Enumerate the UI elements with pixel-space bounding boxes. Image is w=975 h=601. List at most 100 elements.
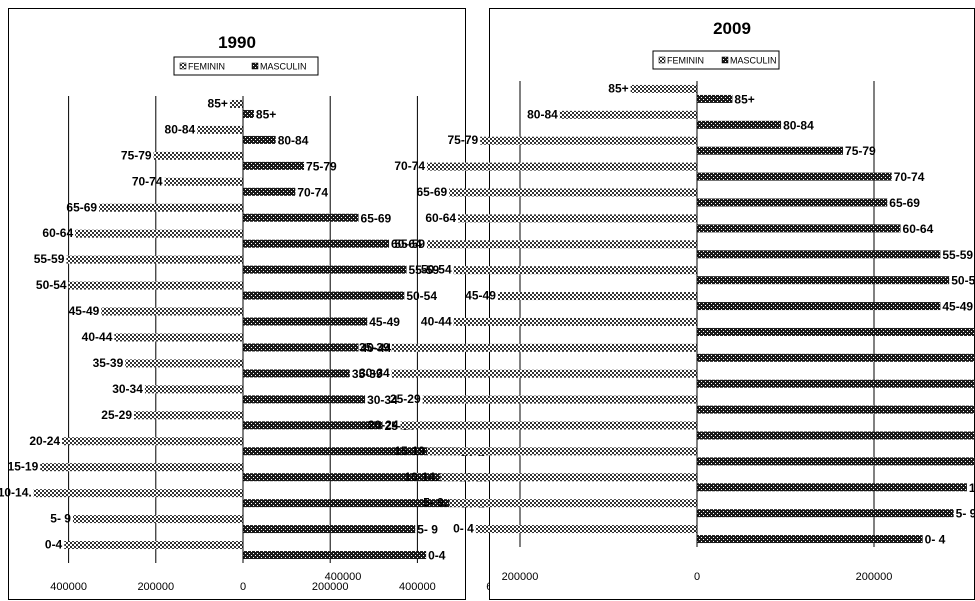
bar-label-masculin: 45-49 <box>369 315 400 329</box>
bar-feminin-11 <box>66 255 243 264</box>
bar-label-feminin: 30-34 <box>112 382 143 396</box>
bar-masculin-1 <box>243 525 416 534</box>
bar-feminin-4 <box>62 437 244 446</box>
bar-label-masculin: 80-84 <box>783 118 814 132</box>
bar-feminin-14 <box>427 162 697 171</box>
bar-label-feminin: 75-79 <box>447 133 478 147</box>
bar-label-masculin: 60-64 <box>903 222 934 236</box>
bar-masculin-10 <box>697 276 950 285</box>
bar-feminin-15 <box>480 136 697 145</box>
bar-label-masculin: 30-34 <box>367 393 398 407</box>
legend-label-feminin: FEMININ <box>188 62 225 72</box>
bar-feminin-0 <box>475 525 697 534</box>
bar-feminin-7 <box>125 359 243 368</box>
x-tick-label: 200000 <box>312 581 349 593</box>
bar-masculin-17 <box>243 109 254 118</box>
bar-label-feminin: 0- 4 <box>453 522 474 536</box>
bar-masculin-16 <box>243 135 276 144</box>
bar-label-feminin: 30-34 <box>359 366 390 380</box>
bar-label-feminin: 0-4 <box>45 538 63 552</box>
bar-label-masculin: 0- 4 <box>925 533 946 547</box>
bar-feminin-17 <box>229 99 243 108</box>
bar-masculin-0 <box>243 551 427 560</box>
bar-masculin-8 <box>697 327 975 336</box>
bar-masculin-11 <box>243 265 407 274</box>
chart-title: 1990 <box>218 33 256 52</box>
bar-label-feminin: 50-54 <box>36 278 67 292</box>
bar-label-masculin: 40-44 <box>361 341 392 355</box>
bar-label-feminin: 55-59 <box>34 252 65 266</box>
bar-masculin-15 <box>243 161 305 170</box>
x-tick-label: 200000 <box>856 571 893 583</box>
bar-masculin-14 <box>697 172 892 181</box>
bar-label-feminin: 75-79 <box>121 148 152 162</box>
bar-label-feminin: 80-84 <box>527 107 558 121</box>
bar-label-feminin: 40-44 <box>82 330 113 344</box>
bar-feminin-5 <box>134 411 243 420</box>
bar-feminin-10 <box>453 266 697 275</box>
bar-label-masculin: 10-14. <box>969 481 975 495</box>
bar-masculin-3 <box>697 457 975 466</box>
pyramid-panel-2009: 40000020000002000004000006000002009FEMIN… <box>325 8 975 600</box>
legend-label-masculin: MASCULIN <box>730 56 777 66</box>
bar-label-masculin: 5- 9 <box>417 523 438 537</box>
bar-masculin-5 <box>697 405 975 414</box>
legend-label-feminin: FEMININ <box>667 56 704 66</box>
legend-swatch-masculin <box>721 56 729 64</box>
bar-masculin-12 <box>697 224 901 233</box>
bar-label-feminin: 15-19 <box>394 444 425 458</box>
bar-masculin-6 <box>243 395 366 404</box>
bar-label-feminin: 40-44 <box>421 314 452 328</box>
bar-masculin-10 <box>243 291 405 300</box>
bar-feminin-7 <box>391 343 697 352</box>
bar-masculin-15 <box>697 146 844 155</box>
bar-masculin-9 <box>697 302 941 311</box>
bar-masculin-1 <box>697 509 954 518</box>
bar-feminin-12 <box>75 229 243 238</box>
bar-label-masculin: 65-69 <box>361 211 392 225</box>
bar-feminin-17 <box>630 84 697 93</box>
bar-masculin-3 <box>243 473 457 482</box>
bar-feminin-11 <box>427 240 697 249</box>
bar-label-masculin: 75-79 <box>306 159 337 173</box>
bar-label-feminin: 60-64 <box>42 226 73 240</box>
bar-feminin-1 <box>449 499 697 508</box>
bar-label-feminin: 45-49 <box>69 304 100 318</box>
bar-masculin-11 <box>697 250 941 259</box>
bar-masculin-16 <box>697 120 782 129</box>
bar-label-feminin: 65-69 <box>416 185 447 199</box>
legend-box <box>652 50 780 70</box>
bar-feminin-12 <box>458 214 697 223</box>
bar-label-feminin: 35-39 <box>93 356 124 370</box>
bar-feminin-9 <box>497 292 697 301</box>
bar-label-masculin: 55-59 <box>942 248 973 262</box>
legend: FEMININ MASCULIN <box>173 56 319 76</box>
chart-title: 2009 <box>713 19 751 38</box>
bar-masculin-14 <box>243 187 296 196</box>
bar-label-masculin: 85+ <box>256 107 276 121</box>
bar-feminin-6 <box>144 385 243 394</box>
bar-masculin-7 <box>697 353 975 362</box>
bar-feminin-13 <box>449 188 697 197</box>
bar-feminin-1 <box>72 515 244 524</box>
bar-label-feminin: 85+ <box>608 81 628 95</box>
bar-feminin-5 <box>422 395 697 404</box>
x-tick-label: 200000 <box>137 581 174 593</box>
bar-feminin-8 <box>453 317 697 326</box>
bar-feminin-14 <box>164 177 243 186</box>
bar-feminin-10 <box>68 281 243 290</box>
bar-label-feminin: 65-69 <box>66 200 97 214</box>
bar-masculin-8 <box>243 343 359 352</box>
legend-swatch-feminin <box>658 56 666 64</box>
bar-label-feminin: 10-14. <box>404 470 438 484</box>
bar-label-masculin: 70-74 <box>297 185 328 199</box>
bar-label-feminin: 25-29 <box>101 408 132 422</box>
bar-label-masculin: 75-79 <box>845 144 876 158</box>
bar-label-feminin: 35-39 <box>359 340 390 354</box>
bar-feminin-6 <box>391 369 697 378</box>
bar-label-feminin: 5- 9 <box>50 512 71 526</box>
bar-masculin-4 <box>243 447 459 456</box>
x-tick-label: 200000 <box>502 571 539 583</box>
bar-label-feminin: 70-74 <box>132 174 163 188</box>
